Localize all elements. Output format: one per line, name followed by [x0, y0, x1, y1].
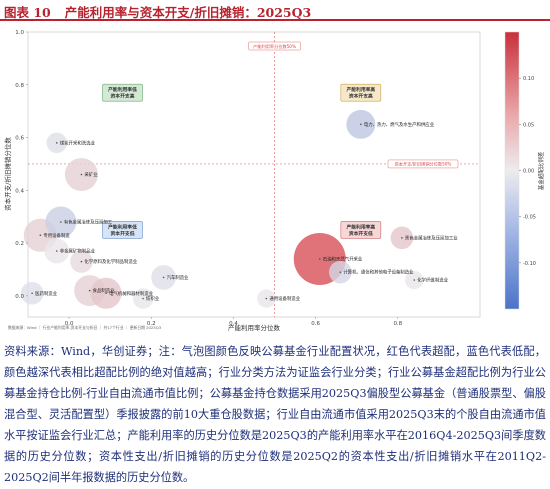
- data-point-label: 非金属矿物制品业: [60, 248, 96, 255]
- data-point-label: 电力、热力、燃气及水生产和供应业: [364, 121, 435, 128]
- figure-label: 图表 10: [4, 5, 51, 20]
- data-point-dot: [88, 289, 91, 292]
- axes-layer: 0.0 0.2 0.4 0.6 0.8 0.0 0.2 0.4 0.6 0.8 1.0: [15, 30, 402, 327]
- quadrant-label: 产能利用率低: [108, 86, 137, 93]
- data-point-dot: [31, 292, 33, 295]
- x-tick-label: 0.6: [311, 321, 320, 327]
- quadrant-layer: 产能利用率低资本开支高产能利用率高资本开支高产能利用率低资本开支低产能利用率高资…: [102, 83, 382, 239]
- colorbar-tick-label: -0.10: [523, 261, 536, 267]
- data-point-dot: [55, 250, 58, 252]
- data-point-label: 电气机械和器材制造业: [109, 290, 154, 297]
- data-point-dot: [360, 123, 362, 126]
- colorbar: -0.10 -0.05 0.00 0.05 0.10: [504, 31, 536, 310]
- x-tick-label: 0.4: [229, 321, 238, 327]
- data-point-label: 化学纤维制造业: [417, 277, 448, 284]
- data-point-dot: [80, 260, 83, 263]
- figure-title-bar: 图表 10 产能利用率与资本开支/折旧摊销：2025Q3: [0, 0, 550, 22]
- title-rule: [0, 19, 550, 21]
- grid-layer: 产能利用率分位数50% 资本开支/折旧摊销分位数50%: [28, 32, 480, 317]
- data-point-dot: [401, 237, 403, 239]
- reference-label-x: 产能利用率分位数50%: [253, 43, 296, 50]
- quadrant-label: 资本开支高: [349, 93, 373, 100]
- reference-label-box-y: [387, 159, 459, 169]
- data-point-dot: [265, 297, 268, 300]
- quadrant-label-box: [340, 83, 382, 102]
- data-point-label: 采矿业: [84, 171, 98, 178]
- data-point-dot: [60, 221, 62, 223]
- quadrant-label-box: [102, 83, 143, 102]
- data-point-label: 石油和天然气开采业: [323, 256, 363, 263]
- quadrant-label-box: [102, 221, 143, 239]
- chart-footnote: 数据来源：Wind ｜ 行业产能利用率-资本开支与折旧 ｜ 共17个行业 ｜ 更…: [8, 325, 162, 330]
- data-point-dot: [413, 279, 416, 281]
- data-point-dot: [318, 258, 321, 260]
- data-point-dot: [339, 271, 342, 273]
- quadrant-label: 资本开支低: [349, 230, 373, 237]
- y-tick-label: 0.0: [15, 294, 24, 300]
- data-point-label: 专用设备制造: [43, 232, 70, 239]
- data-point-label: 医药制造业: [35, 290, 58, 297]
- y-tick-label: 1.0: [15, 30, 24, 36]
- quadrant-label: 资本开支高: [111, 93, 135, 100]
- data-point-dot: [142, 297, 144, 300]
- data-point-label: 黑色金属冶炼及压延加工业: [405, 234, 458, 241]
- colorbar-tick-label: 0.00: [523, 169, 534, 175]
- quadrant-label: 资本开支低: [111, 230, 135, 237]
- data-point-dot: [162, 276, 165, 279]
- colorbar-tick-label: -0.05: [523, 215, 536, 221]
- x-axis-label: 产能利用率分位数: [228, 323, 281, 332]
- data-point-label: 化学原料及化学制品制造业: [84, 258, 137, 265]
- data-point-dot: [55, 142, 58, 144]
- colorbar-tick-label: 0.10: [523, 76, 534, 82]
- reference-label-box-x: [248, 41, 301, 51]
- data-point-label: 有色金属冶炼及压延加工: [64, 219, 113, 226]
- figure-title: 图表 10 产能利用率与资本开支/折旧摊销：2025Q3: [4, 2, 311, 21]
- data-point-dot: [105, 292, 107, 295]
- quadrant-label-box: [340, 221, 382, 239]
- x-tick-label: 0.2: [147, 321, 156, 327]
- y-tick-label: 0.4: [15, 188, 24, 194]
- y-tick-label: 0.2: [15, 241, 24, 247]
- quadrant-label: 产能利用率高: [346, 223, 375, 230]
- data-point-label: 煤炭开采和洗选业: [60, 139, 96, 146]
- quadrant-label: 产能利用率低: [108, 223, 137, 230]
- plot-frame: [27, 31, 481, 318]
- y-axis-label: 资本开支/折旧摊销分位数: [3, 137, 12, 211]
- colorbar-label: 基金超配比例差: [537, 151, 545, 190]
- y-tick-label: 0.8: [15, 83, 24, 89]
- data-point-label: 计算机、通信和其他电子设备制造业: [343, 269, 414, 276]
- data-point-label: 通用设备制造业: [269, 295, 300, 302]
- x-tick-label: 0.0: [65, 321, 74, 327]
- x-tick-label: 0.8: [393, 321, 402, 327]
- source-note: 资料来源：Wind，华创证券；注：气泡图颜色反映公募基金行业配置状况，红色代表超…: [4, 345, 546, 484]
- quadrant-label: 产能利用率高: [346, 86, 375, 93]
- figure-title-text: 产能利用率与资本开支/折旧摊销：2025Q3: [64, 5, 312, 20]
- y-tick-label: 0.6: [15, 136, 24, 142]
- chart-container: 产能利用率分位数50% 资本开支/折旧摊销分位数50% 产能利用率低 资本开支高 产能…: [0, 24, 550, 336]
- data-point-dot: [39, 234, 42, 236]
- data-point-label: 纺织业: [146, 295, 160, 302]
- colorbar-tick-label: 0.05: [523, 122, 534, 128]
- reference-label-y: 资本开支/折旧摊销分位数50%: [395, 161, 452, 168]
- bubble-chart: 产能利用率分位数50%资本开支/折旧摊销分位数50% 产能利用率低资本开支高产能…: [0, 24, 550, 336]
- data-point-label: 食品制造业: [93, 287, 116, 294]
- colorbar-gradient: [504, 31, 520, 310]
- data-point-label: 汽车制造业: [167, 274, 190, 281]
- point-label-layer: 煤炭开采和洗选业 电力、热力、燃气及水生产和供应业采矿业有色金属冶炼及压延加工专用…: [31, 121, 458, 302]
- data-point-dot: [80, 173, 83, 176]
